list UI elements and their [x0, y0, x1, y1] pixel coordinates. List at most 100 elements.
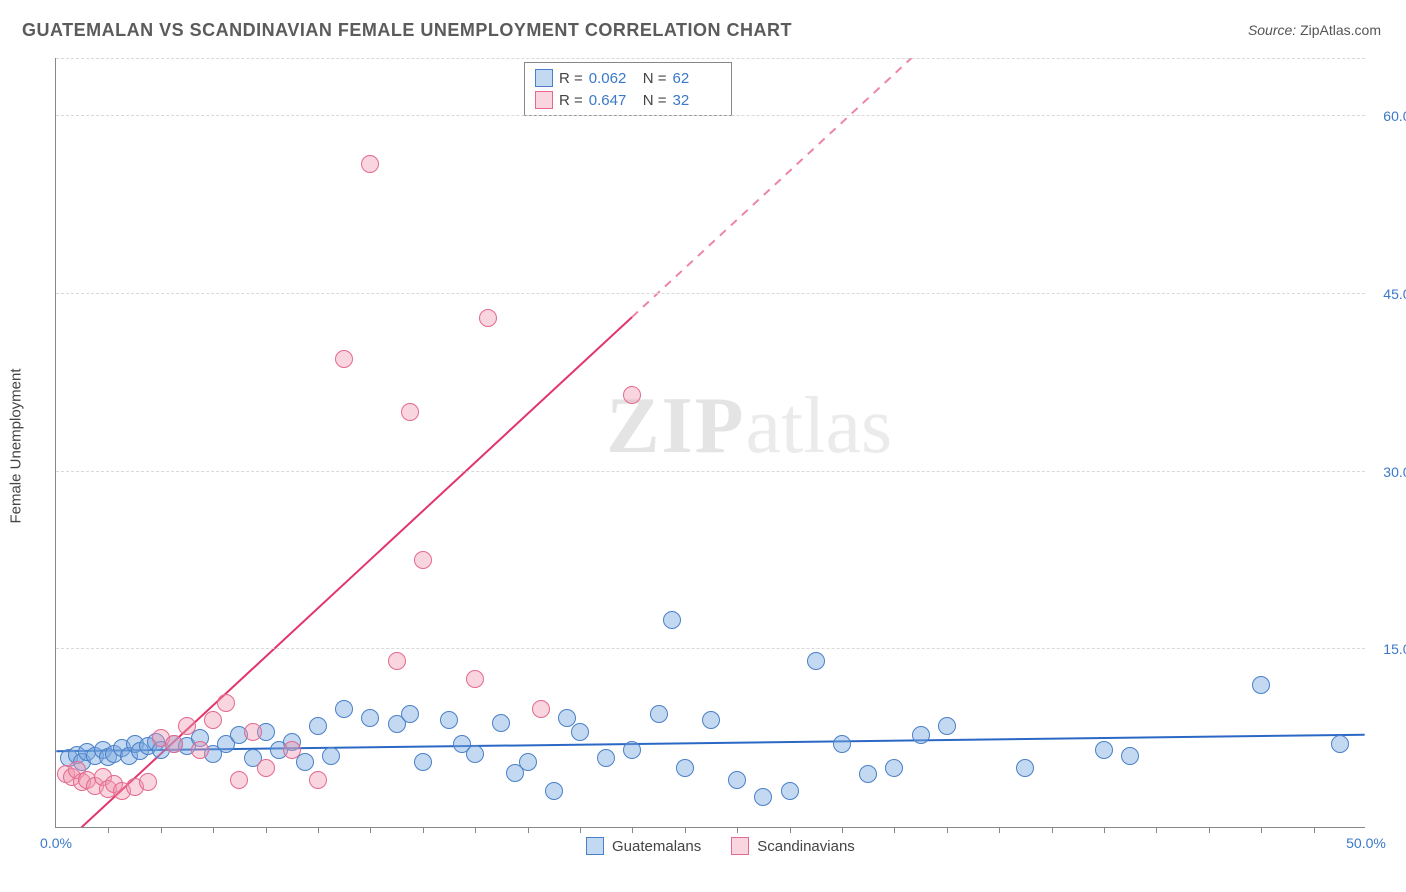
data-point	[663, 611, 681, 629]
x-tick-mark	[1104, 827, 1105, 833]
data-point	[623, 386, 641, 404]
data-point	[414, 753, 432, 771]
data-point	[335, 350, 353, 368]
x-tick-label: 50.0%	[1346, 835, 1386, 851]
x-tick-mark	[1156, 827, 1157, 833]
data-point	[401, 403, 419, 421]
y-tick-label: 45.0%	[1373, 286, 1406, 302]
data-point	[257, 759, 275, 777]
data-point	[558, 709, 576, 727]
x-tick-mark	[213, 827, 214, 833]
data-point	[1121, 747, 1139, 765]
legend-r-value: 0.647	[589, 92, 637, 109]
x-tick-mark	[161, 827, 162, 833]
x-tick-mark	[423, 827, 424, 833]
gridline-h	[56, 293, 1365, 294]
x-tick-mark	[108, 827, 109, 833]
data-point	[754, 788, 772, 806]
source-prefix: Source:	[1248, 22, 1300, 38]
data-point	[309, 717, 327, 735]
x-tick-mark	[999, 827, 1000, 833]
data-point	[322, 747, 340, 765]
data-point	[833, 735, 851, 753]
x-tick-mark	[947, 827, 948, 833]
x-tick-mark	[1314, 827, 1315, 833]
data-point	[781, 782, 799, 800]
legend-stat-row: R =0.062N =62	[535, 67, 721, 89]
data-point	[492, 714, 510, 732]
y-tick-label: 15.0%	[1373, 641, 1406, 657]
x-tick-mark	[580, 827, 581, 833]
scatter-plot: ZIPatlas R =0.062N =62R =0.647N =32 Guat…	[55, 58, 1365, 828]
data-point	[912, 726, 930, 744]
source-link[interactable]: ZipAtlas.com	[1300, 22, 1381, 38]
source-label: Source: ZipAtlas.com	[1248, 22, 1381, 38]
data-point	[309, 771, 327, 789]
legend-r-label: R =	[559, 92, 583, 109]
data-point	[217, 694, 235, 712]
data-point	[204, 711, 222, 729]
data-point	[859, 765, 877, 783]
data-point	[361, 155, 379, 173]
legend-n-value: 62	[673, 70, 721, 87]
y-tick-label: 60.0%	[1373, 108, 1406, 124]
data-point	[545, 782, 563, 800]
data-point	[938, 717, 956, 735]
legend-series-item: Scandinavians	[731, 837, 855, 855]
data-point	[1331, 735, 1349, 753]
x-tick-mark	[528, 827, 529, 833]
x-tick-label: 0.0%	[40, 835, 72, 851]
data-point	[139, 773, 157, 791]
legend-r-value: 0.062	[589, 70, 637, 87]
data-point	[335, 700, 353, 718]
data-point	[532, 700, 550, 718]
data-point	[1016, 759, 1034, 777]
data-point	[401, 705, 419, 723]
x-tick-mark	[685, 827, 686, 833]
data-point	[244, 723, 262, 741]
gridline-h	[56, 648, 1365, 649]
legend-stat-row: R =0.647N =32	[535, 89, 721, 111]
x-tick-mark	[370, 827, 371, 833]
data-point	[191, 741, 209, 759]
legend-swatch	[586, 837, 604, 855]
gridline-h	[56, 471, 1365, 472]
data-point	[466, 670, 484, 688]
legend-stats: R =0.062N =62R =0.647N =32	[524, 62, 732, 116]
data-point	[361, 709, 379, 727]
data-point	[1095, 741, 1113, 759]
legend-r-label: R =	[559, 70, 583, 87]
data-point	[519, 753, 537, 771]
y-tick-label: 30.0%	[1373, 464, 1406, 480]
data-point	[165, 735, 183, 753]
legend-swatch	[731, 837, 749, 855]
x-tick-mark	[1209, 827, 1210, 833]
x-tick-mark	[1261, 827, 1262, 833]
x-tick-mark	[894, 827, 895, 833]
watermark: ZIPatlas	[606, 381, 892, 472]
data-point	[597, 749, 615, 767]
data-point	[885, 759, 903, 777]
x-tick-mark	[842, 827, 843, 833]
legend-swatch	[535, 69, 553, 87]
data-point	[440, 711, 458, 729]
x-tick-mark	[266, 827, 267, 833]
data-point	[178, 717, 196, 735]
data-point	[1252, 676, 1270, 694]
data-point	[230, 771, 248, 789]
x-tick-mark	[632, 827, 633, 833]
data-point	[466, 745, 484, 763]
data-point	[650, 705, 668, 723]
x-tick-mark	[790, 827, 791, 833]
gridline-h	[56, 115, 1365, 116]
data-point	[479, 309, 497, 327]
x-tick-mark	[475, 827, 476, 833]
legend-series: GuatemalansScandinavians	[586, 837, 855, 855]
data-point	[623, 741, 641, 759]
legend-n-label: N =	[643, 92, 667, 109]
data-point	[807, 652, 825, 670]
data-point	[283, 741, 301, 759]
legend-swatch	[535, 91, 553, 109]
data-point	[571, 723, 589, 741]
x-tick-mark	[737, 827, 738, 833]
